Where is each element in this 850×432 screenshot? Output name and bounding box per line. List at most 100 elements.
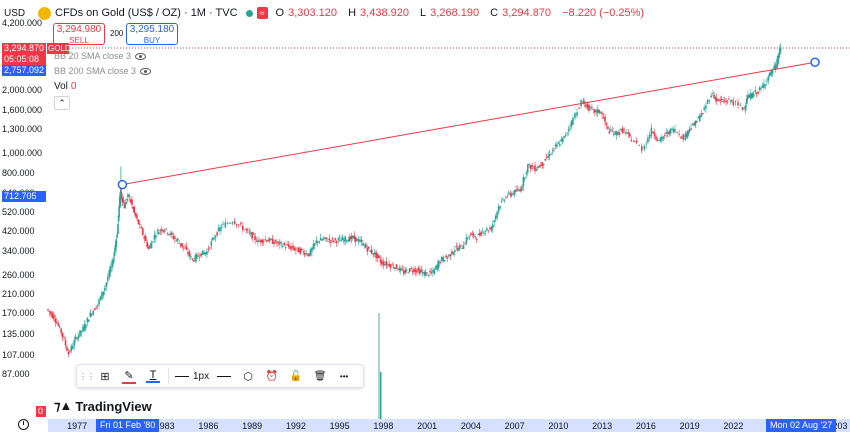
candle-body bbox=[489, 228, 491, 229]
candle-body bbox=[89, 312, 92, 317]
text-color-icon[interactable]: T bbox=[141, 366, 165, 386]
candle-body bbox=[373, 252, 376, 255]
ohlc-change: −8.220 (−0.25%) bbox=[562, 7, 645, 19]
candle-body bbox=[503, 199, 506, 201]
level-tag-a: 2,757.092 bbox=[2, 65, 46, 76]
candle-body bbox=[629, 133, 631, 137]
symbol-tag: GOLD bbox=[47, 43, 71, 54]
candle-body bbox=[398, 267, 401, 271]
y-tick-label: 210.000 bbox=[2, 289, 35, 300]
candle-body bbox=[231, 222, 234, 224]
candle-body bbox=[407, 272, 409, 274]
candle-body bbox=[648, 135, 651, 139]
candle-body bbox=[252, 233, 255, 235]
candle-body bbox=[214, 236, 217, 238]
candle-body bbox=[82, 326, 84, 331]
line-width-button[interactable]: 1px bbox=[172, 371, 212, 382]
candle-body bbox=[340, 239, 342, 242]
candle-body bbox=[542, 163, 545, 165]
candle-body bbox=[60, 328, 62, 333]
settings-icon[interactable]: ⬡ bbox=[243, 370, 253, 383]
line-color-icon[interactable]: ✎ bbox=[117, 366, 141, 386]
candle-body bbox=[67, 351, 70, 355]
data-badge[interactable]: ≈ bbox=[256, 7, 268, 19]
candle-body bbox=[537, 166, 539, 168]
candle-body bbox=[744, 107, 747, 110]
indicator-bb200[interactable]: BB 200 SMA close 3 bbox=[54, 66, 152, 76]
candle-body bbox=[66, 346, 68, 351]
candle-body bbox=[287, 244, 290, 247]
candle-body bbox=[548, 154, 551, 156]
candle-body bbox=[598, 109, 600, 113]
candle-body bbox=[722, 101, 724, 102]
candle-body bbox=[280, 242, 283, 243]
market-open-icon bbox=[245, 9, 253, 17]
alert-icon[interactable]: ⏰ bbox=[265, 370, 279, 382]
lock-icon[interactable]: 🔓 bbox=[289, 370, 303, 382]
candle-body bbox=[190, 256, 192, 258]
clock-icon[interactable] bbox=[18, 419, 29, 430]
candle-body bbox=[414, 269, 417, 272]
candle-body bbox=[211, 237, 214, 241]
trendline-segment[interactable] bbox=[122, 61, 816, 186]
candle-body bbox=[421, 272, 424, 273]
candle-body bbox=[693, 123, 695, 126]
trendline[interactable] bbox=[117, 57, 820, 190]
trendline-anchor-start[interactable] bbox=[117, 179, 128, 190]
buy-label: BUY bbox=[143, 36, 161, 45]
candle-body bbox=[432, 270, 434, 273]
candle-body bbox=[321, 239, 323, 241]
candle-body bbox=[662, 136, 665, 139]
buy-price: 3,295.180 bbox=[129, 24, 175, 35]
candle-body bbox=[563, 135, 565, 138]
candle-body bbox=[589, 106, 592, 108]
candle-body bbox=[655, 136, 657, 140]
line-style-icon[interactable] bbox=[212, 366, 236, 386]
eye-hidden-icon[interactable] bbox=[135, 52, 147, 60]
candle-body bbox=[560, 139, 563, 142]
template-icon[interactable]: ⊞ bbox=[100, 370, 110, 383]
sell-button[interactable]: 3,294.980 SELL bbox=[53, 23, 105, 45]
candle-body bbox=[490, 227, 493, 231]
candle-body bbox=[703, 107, 705, 110]
candle-body bbox=[242, 225, 244, 231]
candle-body bbox=[771, 70, 774, 74]
candle-body bbox=[195, 254, 198, 260]
candle-body bbox=[123, 203, 126, 208]
buy-button[interactable]: 3,295.180 BUY bbox=[126, 23, 178, 45]
candle-body bbox=[349, 236, 351, 241]
candle-body bbox=[152, 241, 154, 243]
x-tick-label: 2019 bbox=[679, 421, 700, 431]
delete-icon[interactable]: 🗑 bbox=[313, 370, 327, 382]
candle-body bbox=[106, 277, 109, 282]
candle-body bbox=[289, 246, 291, 250]
chevron-up-icon[interactable]: ⌃ bbox=[54, 96, 70, 110]
candle-body bbox=[705, 105, 707, 109]
symbol-title[interactable]: CFDs on Gold (US$ / OZ) · 1M · TVC bbox=[55, 7, 238, 19]
drag-handle-icon[interactable]: ⋮⋮ bbox=[79, 371, 95, 381]
candle-body bbox=[114, 244, 117, 251]
candle-body bbox=[544, 159, 547, 161]
candle-body bbox=[763, 83, 765, 89]
candle-body bbox=[635, 140, 638, 144]
candle-body bbox=[778, 54, 780, 58]
more-icon[interactable]: ••• bbox=[339, 371, 349, 381]
trendline-anchor-end[interactable] bbox=[810, 57, 820, 67]
candle-body bbox=[116, 234, 118, 238]
sell-price: 3,294.980 bbox=[56, 24, 102, 35]
indicator-bb20[interactable]: BB 20 SMA close 3 bbox=[54, 51, 147, 61]
candle-body bbox=[493, 220, 496, 223]
candle-body bbox=[572, 117, 574, 125]
volume-legend[interactable]: Vol 0 bbox=[54, 81, 76, 92]
candle-body bbox=[729, 100, 732, 102]
candle-body bbox=[430, 272, 433, 274]
eye-hidden-icon[interactable] bbox=[140, 67, 152, 75]
candle-body bbox=[734, 100, 737, 102]
crosshair-date-end: Mon 02 Aug '27 bbox=[766, 419, 837, 432]
candle-body bbox=[769, 72, 771, 77]
candle-body bbox=[346, 240, 348, 242]
candle-body bbox=[98, 299, 100, 305]
candle-body bbox=[92, 311, 95, 315]
tradingview-logo[interactable]: ⁊▲ TradingView bbox=[54, 398, 152, 414]
